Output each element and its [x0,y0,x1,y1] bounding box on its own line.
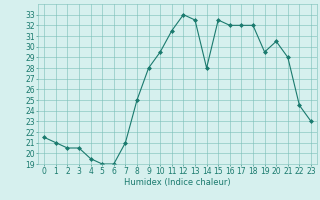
X-axis label: Humidex (Indice chaleur): Humidex (Indice chaleur) [124,178,231,187]
